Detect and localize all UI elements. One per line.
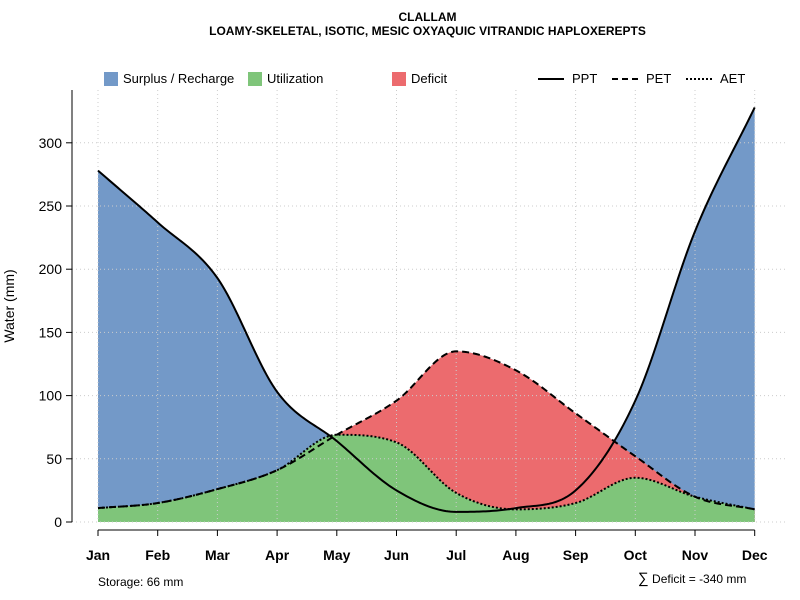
x-tick-label: Sep <box>563 547 589 563</box>
x-tick-label: Jul <box>446 547 466 563</box>
x-tick-label: Jun <box>384 547 409 563</box>
legend-deficit-swatch <box>392 71 406 86</box>
storage-note: Storage: 66 mm <box>98 575 184 589</box>
legend-pet-label: PET <box>646 71 672 86</box>
chart-title: CLALLAM <box>398 10 457 24</box>
x-tick-label: Aug <box>502 547 529 563</box>
y-tick-label: 0 <box>54 514 62 530</box>
legend-ppt: PPT <box>538 71 597 86</box>
y-tick-label: 200 <box>39 261 63 277</box>
legend-aet-line <box>686 77 712 80</box>
x-tick-label: Oct <box>624 547 648 563</box>
legend-deficit: Deficit <box>392 71 447 86</box>
chart-subtitle: LOAMY-SKELETAL, ISOTIC, MESIC OXYAQUIC V… <box>209 24 646 38</box>
series-pet-line <box>97 350 755 511</box>
y-tick-label: 100 <box>39 388 63 404</box>
x-tick-label: Mar <box>205 547 230 563</box>
deficit-total: Deficit = -340 mm <box>652 572 747 586</box>
legend-deficit-label: Deficit <box>411 71 448 86</box>
y-tick-label: 50 <box>46 451 62 467</box>
legend-pet: PET <box>612 71 671 86</box>
legend-pet-line <box>612 77 638 80</box>
x-tick-label: May <box>323 547 350 563</box>
y-tick-label: 250 <box>39 198 63 214</box>
legend-ppt-line <box>538 77 564 80</box>
deficit-note: ∑ Deficit = -340 mm <box>638 570 746 587</box>
legend-ppt-label: PPT <box>572 71 598 86</box>
legend-aet: AET <box>686 71 745 86</box>
sum-symbol: ∑ <box>638 570 649 587</box>
legend-aet-label: AET <box>720 71 746 86</box>
legend-utilization: Utilization <box>248 71 323 86</box>
legend-utilization-swatch <box>248 71 262 86</box>
legend-surplus-swatch <box>104 71 118 86</box>
x-tick-label: Feb <box>145 547 170 563</box>
legend-surplus: Surplus / Recharge <box>104 71 234 86</box>
x-tick-label: Jan <box>86 547 110 563</box>
x-tick-label: Dec <box>742 547 768 563</box>
utilization-area <box>98 434 755 522</box>
series-aet-line <box>97 433 755 511</box>
y-axis-label: Water (mm) <box>1 269 17 342</box>
y-tick-label: 150 <box>39 324 63 340</box>
surplus-area <box>98 107 755 522</box>
y-tick-label: 300 <box>39 135 63 151</box>
legend-utilization-label: Utilization <box>267 71 324 86</box>
series-ppt-line <box>97 106 756 513</box>
legend-surplus-label: Surplus / Recharge <box>123 71 235 86</box>
x-tick-label: Nov <box>682 547 709 563</box>
x-tick-label: Apr <box>265 547 290 563</box>
